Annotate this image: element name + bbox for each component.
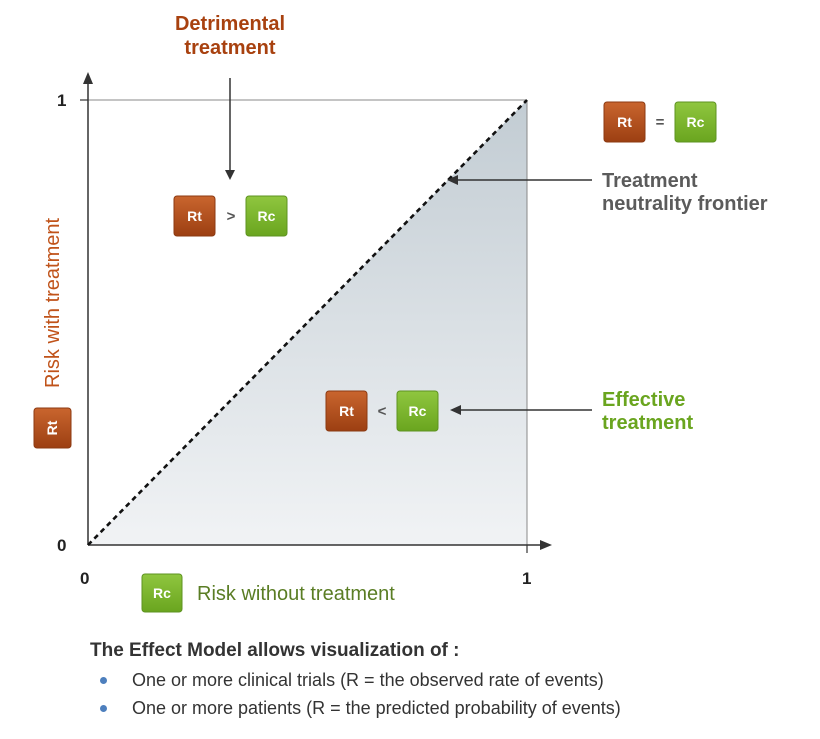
rc-box-label: Rc — [687, 114, 705, 130]
frontier-arrow-head-icon — [447, 175, 458, 185]
x-tick-label-1: 1 — [522, 569, 531, 588]
effective-label-line1: Effective — [602, 389, 685, 411]
detrimental-arrow-head-icon — [225, 170, 235, 180]
rt-box — [603, 101, 646, 143]
rc-box-label: Rc — [258, 208, 276, 224]
x-axis-arrow-icon — [540, 540, 552, 550]
rt-box-label: Rt — [187, 208, 202, 224]
effective-arrow-head-icon — [450, 405, 461, 415]
effective-label-line2: treatment — [602, 412, 693, 434]
detrimental-label-line2: treatment — [184, 37, 275, 59]
frontier-label-line1: Treatment — [602, 170, 698, 192]
rc-box — [396, 390, 439, 432]
rt-lt-rc-group: Rt < Rc — [325, 390, 439, 432]
rc-box — [245, 195, 288, 237]
y-tick-label-0: 0 — [57, 536, 66, 555]
rt-gt-rc-group: Rt > Rc — [173, 195, 288, 237]
x-axis-rc-box-label: Rc — [153, 585, 171, 601]
list-item: One or more clinical trials (R = the obs… — [90, 666, 790, 694]
rt-box — [325, 390, 368, 432]
effect-model-diagram: 1 0 0 1 Detrimental treatment Rt > Rc Rt… — [33, 13, 768, 613]
rc-box-label: Rc — [409, 403, 427, 419]
list-item-text: One or more clinical trials (R = the obs… — [132, 670, 604, 690]
x-tick-label-0: 0 — [80, 569, 89, 588]
y-axis-arrow-icon — [83, 72, 93, 84]
y-axis-rt-box-label: Rt — [44, 420, 60, 435]
detrimental-label-line1: Detrimental — [175, 13, 285, 35]
bullet-icon — [100, 677, 107, 684]
effect-model-note: The Effect Model allows visualization of… — [90, 640, 790, 722]
note-list: One or more clinical trials (R = the obs… — [90, 666, 790, 722]
list-item: One or more patients (R = the predicted … — [90, 694, 790, 722]
x-axis-rc-box — [141, 573, 183, 613]
greater-than-sign: > — [227, 208, 236, 225]
frontier-label-line2: neutrality frontier — [602, 193, 768, 215]
y-axis-rt-box — [33, 407, 72, 449]
equals-sign: = — [656, 114, 665, 131]
rt-box — [173, 195, 216, 237]
bullet-icon — [100, 705, 107, 712]
note-title: The Effect Model allows visualization of… — [90, 640, 460, 661]
y-axis-title: Risk with treatment — [42, 218, 64, 388]
y-tick-label-1: 1 — [57, 91, 66, 110]
less-than-sign: < — [378, 403, 387, 420]
x-axis-title: Risk without treatment — [197, 583, 395, 605]
rc-box — [674, 101, 717, 143]
rt-box-label: Rt — [617, 114, 632, 130]
rt-box-label: Rt — [339, 403, 354, 419]
rt-eq-rc-group: Rt = Rc — [603, 101, 717, 143]
list-item-text: One or more patients (R = the predicted … — [132, 698, 621, 718]
